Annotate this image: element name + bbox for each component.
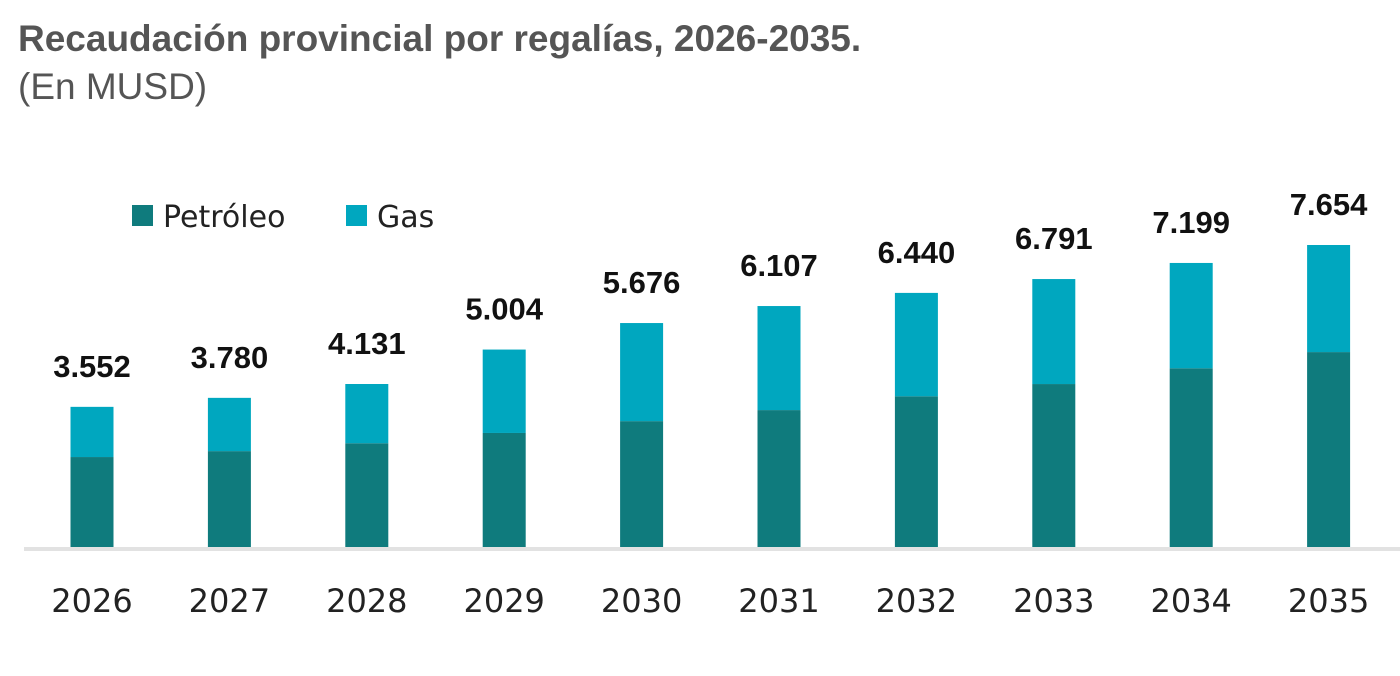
bar-petroleo-2029 <box>482 432 526 547</box>
bar-petroleo-2031 <box>757 410 801 547</box>
x-tick-2030: 2030 <box>601 582 682 620</box>
chart-subtitle: (En MUSD) <box>18 66 208 107</box>
legend-label-petroleo: Petróleo <box>163 200 285 235</box>
bar-gas-2029 <box>482 349 526 433</box>
chart-title: Recaudación provincial por regalías, 202… <box>18 18 862 59</box>
x-tick-2026: 2026 <box>51 582 132 620</box>
bar-gas-2027 <box>207 397 251 452</box>
bar-gas-2032 <box>894 292 938 397</box>
total-label-2031: 6.107 <box>740 248 818 283</box>
legend-swatch-petroleo <box>132 205 153 226</box>
total-label-2030: 5.676 <box>603 265 681 300</box>
bar-gas-2031 <box>757 306 801 411</box>
bar-petroleo-2035 <box>1307 352 1351 547</box>
total-label-2032: 6.440 <box>878 235 956 270</box>
bar-gas-2030 <box>620 323 664 422</box>
legend-label-gas: Gas <box>377 200 434 235</box>
total-label-2027: 3.780 <box>191 340 269 375</box>
x-tick-2033: 2033 <box>1013 582 1094 620</box>
legend: Petróleo Gas <box>132 200 434 235</box>
bar-petroleo-2028 <box>345 443 389 547</box>
total-label-2026: 3.552 <box>53 349 131 384</box>
bar-petroleo-2034 <box>1169 368 1213 547</box>
total-label-2028: 4.131 <box>328 326 406 361</box>
total-label-2034: 7.199 <box>1152 205 1230 240</box>
bar-gas-2035 <box>1307 245 1351 353</box>
total-label-2029: 5.004 <box>465 292 543 327</box>
bar-petroleo-2030 <box>620 421 664 547</box>
total-label-2035: 7.654 <box>1290 187 1368 222</box>
x-tick-2028: 2028 <box>326 582 407 620</box>
bar-gas-2034 <box>1169 262 1213 369</box>
x-tick-2032: 2032 <box>876 582 957 620</box>
x-tick-2031: 2031 <box>738 582 819 620</box>
bar-petroleo-2033 <box>1032 384 1076 547</box>
bar-gas-2026 <box>70 406 114 458</box>
bar-petroleo-2026 <box>70 457 114 547</box>
x-tick-2027: 2027 <box>189 582 270 620</box>
bar-petroleo-2027 <box>207 451 251 547</box>
bar-gas-2028 <box>345 384 389 444</box>
bars <box>70 245 1351 547</box>
x-tick-2035: 2035 <box>1288 582 1369 620</box>
bar-petroleo-2032 <box>894 396 938 547</box>
total-label-2033: 6.791 <box>1015 221 1093 256</box>
x-tick-2034: 2034 <box>1150 582 1231 620</box>
x-tick-2029: 2029 <box>463 582 544 620</box>
legend-swatch-gas <box>346 205 367 226</box>
bar-gas-2033 <box>1032 279 1076 385</box>
